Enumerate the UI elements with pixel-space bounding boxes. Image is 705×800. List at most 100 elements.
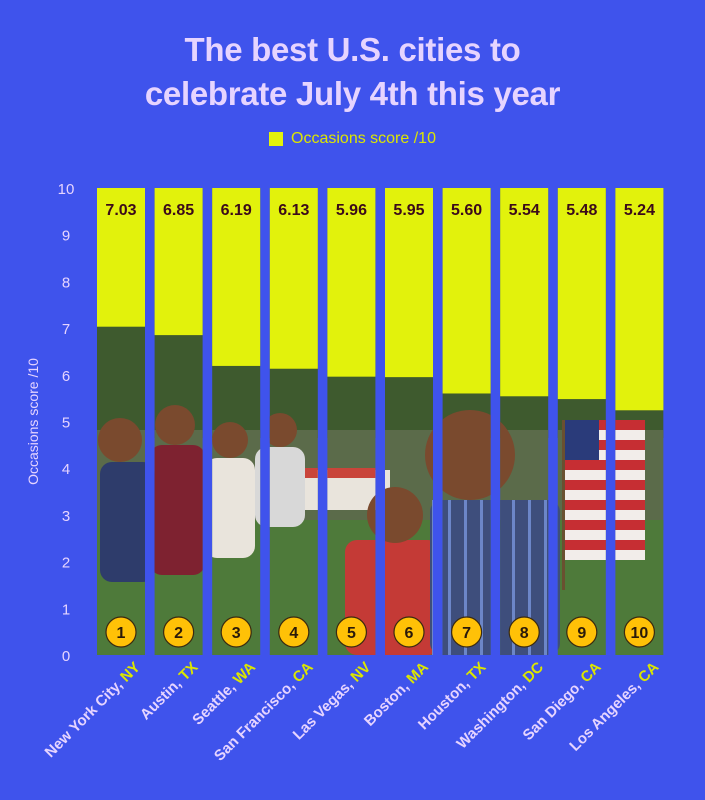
rank-number: 10: [631, 625, 649, 642]
bar-value-label: 6.19: [221, 202, 252, 219]
photo-shirt-stripe: [480, 500, 483, 655]
category-label: San Francisco, CA: [211, 659, 317, 765]
y-tick-label: 3: [62, 508, 70, 525]
photo-flag-stripe: [565, 510, 645, 520]
title-line-1: The best U.S. cities to: [184, 31, 521, 68]
y-axis-title: Occasions score /10: [25, 358, 41, 485]
bar: [327, 188, 376, 377]
bar: [97, 188, 145, 327]
photo-shirt-stripe: [496, 500, 499, 655]
y-tick-label: 7: [62, 321, 70, 338]
photo-shirt-stripe: [512, 500, 515, 655]
bar-value-label: 5.54: [509, 202, 540, 219]
y-tick-label: 6: [62, 368, 70, 385]
rank-badge: [393, 616, 425, 648]
y-tick-label: 2: [62, 555, 70, 572]
legend: Occasions score /10: [0, 130, 705, 148]
photo-flag-stripe: [565, 490, 645, 500]
rank-number: 9: [577, 625, 586, 642]
title-line-2: celebrate July 4th this year: [144, 75, 561, 112]
rank-badge: [278, 616, 310, 648]
photo-flag-stripe: [565, 500, 645, 510]
photo-flag-stripe: [565, 530, 645, 540]
photo-shirt-stripe: [528, 500, 531, 655]
bar-value-label: 5.24: [624, 202, 655, 219]
rank-badge: [508, 616, 540, 648]
y-axis: 0 1 2 3 4 5 6 7 8 9 10 Occasions score /10: [25, 181, 74, 665]
rank-badge: [566, 616, 598, 648]
category-label: New York City, NY: [42, 659, 144, 761]
rank-badge: [220, 616, 252, 648]
photo-person-head: [367, 487, 423, 543]
photo-person-body: [205, 458, 255, 558]
photo-flag-stripe: [565, 430, 645, 440]
photo-flag-stripe: [565, 550, 645, 560]
legend-label: Occasions score /10: [291, 130, 436, 147]
photo-flag-stripe: [565, 520, 645, 530]
bar: [385, 188, 433, 378]
y-tick-label: 0: [62, 648, 70, 665]
bar-value-label: 6.85: [163, 202, 194, 219]
bar: [269, 188, 318, 369]
photo-person-head: [155, 405, 195, 445]
bar: [212, 188, 261, 366]
bar-value-label: 5.60: [451, 202, 482, 219]
photo-shirt-stripe: [544, 500, 547, 655]
rank-number: 5: [347, 625, 356, 642]
category-city: Austin,: [137, 672, 188, 723]
photo-flag-stripe: [565, 440, 645, 450]
y-tick-label: 9: [62, 228, 70, 245]
bar-value-label: 7.03: [105, 202, 136, 219]
chart-title: The best U.S. cities to celebrate July 4…: [0, 28, 705, 116]
photo-flag-stripe: [565, 450, 645, 460]
rank-number: 2: [174, 625, 183, 642]
bar-value-label: 5.96: [336, 202, 367, 219]
photo-person-body: [150, 445, 205, 575]
rank-number: 8: [520, 625, 529, 642]
rank-number: 4: [289, 625, 298, 642]
photo-person-body: [255, 447, 305, 527]
bar-value-label: 6.13: [278, 202, 309, 219]
category-city: Houston,: [415, 672, 476, 733]
photo-shirt-stripe: [448, 500, 451, 655]
rank-badge: [335, 616, 367, 648]
rank-badge: [163, 616, 195, 648]
bar: [442, 188, 491, 394]
rank-number: 1: [117, 625, 126, 642]
photo-flag-stripe: [565, 480, 645, 490]
y-tick-label: 4: [62, 461, 70, 478]
bar: [154, 188, 203, 336]
rank-badge: [623, 616, 656, 648]
category-city: Boston,: [361, 675, 415, 729]
photo-person-body: [100, 462, 155, 582]
bar-value-label: 5.48: [566, 202, 597, 219]
photo-flag-stripe: [565, 540, 645, 550]
category-city: New York City,: [42, 674, 129, 761]
bar: [557, 188, 606, 400]
photo-flag-stripe: [565, 420, 645, 430]
photo-flag-pole: [562, 420, 565, 590]
photo-person-head: [212, 422, 248, 458]
bar-value-label: 5.95: [393, 202, 424, 219]
rank-badge: [105, 616, 137, 648]
rank-number: 3: [232, 625, 241, 642]
photo-flag-stripe: [565, 460, 645, 470]
photo-person-head: [263, 413, 297, 447]
photo-shirt-stripe: [432, 500, 435, 655]
photo-flag-canton: [565, 420, 599, 460]
y-tick-label: 10: [58, 181, 75, 198]
photo-person-head: [98, 418, 142, 462]
photo-tablecloth: [305, 468, 385, 478]
bar: [615, 188, 664, 411]
rank-number: 7: [462, 625, 471, 642]
photo-person-head: [425, 410, 515, 500]
y-tick-label: 1: [62, 601, 70, 618]
rank-number: 6: [405, 625, 414, 642]
photo-shirt-stripe: [464, 500, 467, 655]
y-tick-label: 8: [62, 274, 70, 291]
category-city: Seattle,: [189, 676, 242, 729]
bars: 7.03 1 6.85 2 6.19 3 6.13 4 5.96 5 5.95 6 5.60 7 5.54 8…: [97, 188, 664, 648]
bar: [500, 188, 549, 397]
photo-flag-stripe: [565, 470, 645, 480]
